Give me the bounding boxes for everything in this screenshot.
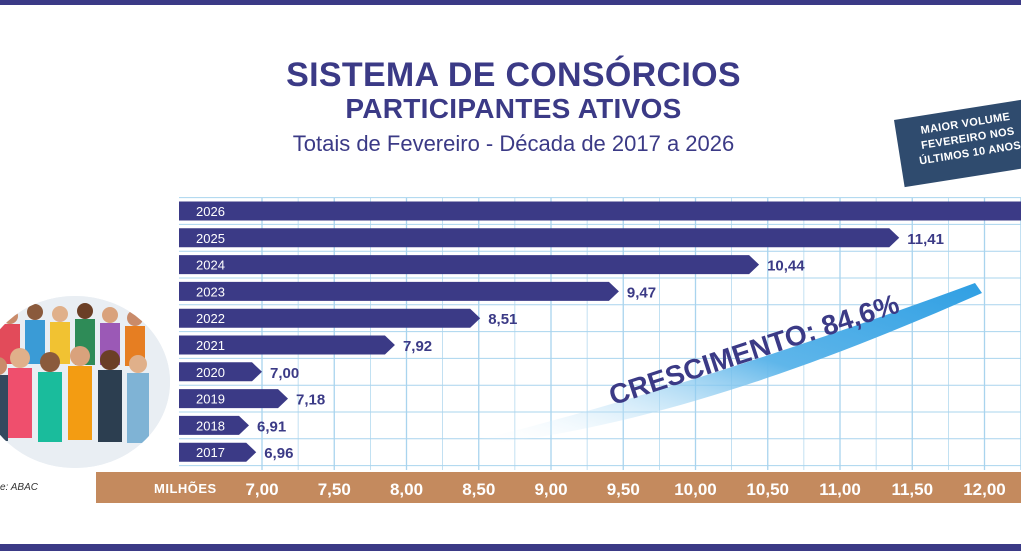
bar-2023 <box>179 281 619 301</box>
source-note: e: ABAC <box>0 482 38 493</box>
x-axis-band: MILHÕES 7,00 7,50 8,00 8,50 9,00 9,50 10,00 10,5… <box>96 472 1021 503</box>
bar-2025 <box>179 228 900 248</box>
x-tick-label: 8,00 <box>390 480 423 499</box>
category-label-2022: 2022 <box>196 311 225 326</box>
category-label-2019: 2019 <box>196 392 225 407</box>
x-axis-label: MILHÕES <box>154 481 217 496</box>
x-tick-label: 7,50 <box>318 480 351 499</box>
x-tick-label: 7,00 <box>245 480 278 499</box>
bars: 202612,8202511,41202410,4420239,4720228,… <box>179 201 1021 462</box>
x-tick-label: 9,50 <box>607 480 640 499</box>
value-label-2018: 6,91 <box>257 418 286 435</box>
x-tick-label: 10,50 <box>746 480 789 499</box>
value-label-2022: 8,51 <box>488 311 517 328</box>
bar-2024 <box>179 255 760 275</box>
bar-2019 <box>179 389 289 409</box>
value-label-2019: 7,18 <box>296 392 325 409</box>
category-label-2026: 2026 <box>196 204 225 219</box>
bar-2026 <box>179 201 1021 221</box>
value-label-2021: 7,92 <box>403 338 432 355</box>
category-label-2018: 2018 <box>196 418 225 433</box>
bar-2022 <box>179 308 481 328</box>
category-label-2023: 2023 <box>196 284 225 299</box>
x-tick-label: 11,00 <box>819 480 861 499</box>
chart-subtitle: PARTICIPANTES ATIVOS <box>345 93 682 124</box>
category-label-2025: 2025 <box>196 231 225 246</box>
crowd-illustration <box>0 296 170 468</box>
value-label-2025: 11,41 <box>907 231 944 248</box>
value-label-2023: 9,47 <box>627 284 656 301</box>
growth-arrow <box>478 283 982 445</box>
bar-2021 <box>179 335 395 355</box>
top-border <box>0 0 1021 5</box>
value-label-2020: 7,00 <box>270 365 299 382</box>
bottom-border <box>0 544 1021 551</box>
axis-band <box>96 472 1021 503</box>
bar-2020 <box>179 362 262 382</box>
x-tick-label: 11,50 <box>891 480 933 499</box>
x-tick-label: 10,00 <box>674 480 717 499</box>
category-label-2020: 2020 <box>196 365 225 380</box>
chart-period: Totais de Fevereiro - Década de 2017 a 2… <box>292 131 735 156</box>
x-tick-label: 9,00 <box>534 480 567 499</box>
x-tick-label: 8,50 <box>462 480 495 499</box>
chart-title: SISTEMA DE CONSÓRCIOS <box>286 56 741 94</box>
category-label-2021: 2021 <box>196 338 225 353</box>
category-label-2017: 2017 <box>196 445 225 460</box>
bar-2018 <box>179 415 249 435</box>
x-tick-label: 12,00 <box>963 480 1006 499</box>
bar-2017 <box>179 442 257 462</box>
category-label-2024: 2024 <box>196 258 225 273</box>
value-label-2024: 10,44 <box>767 258 805 275</box>
value-label-2017: 6,96 <box>264 445 293 462</box>
